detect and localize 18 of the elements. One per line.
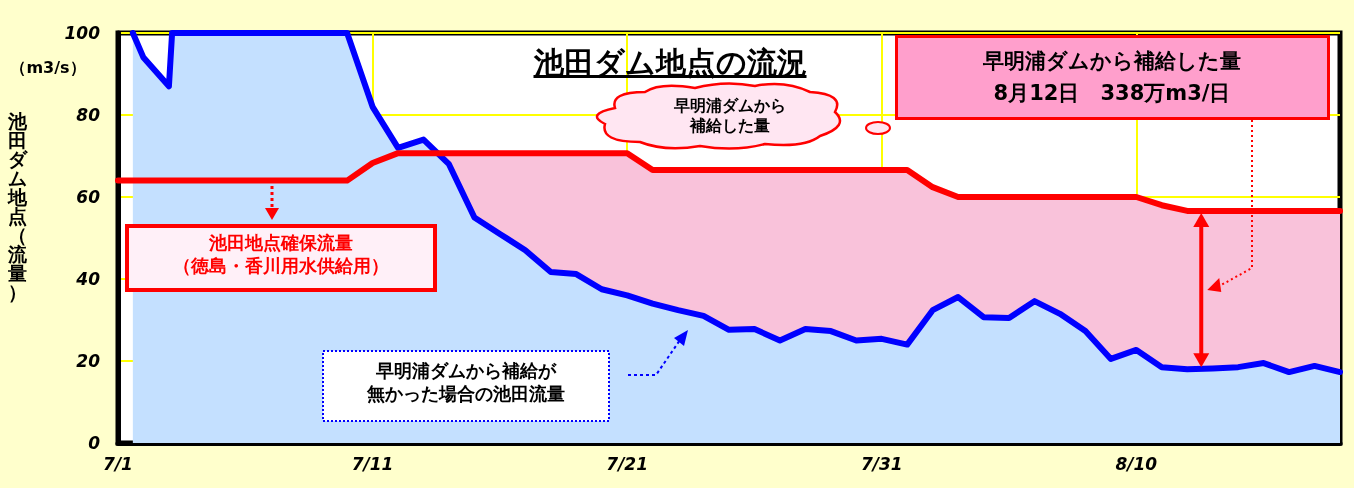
legend-label: 池田地点確保流量（徳島・香川用水供給用）	[172, 232, 390, 277]
y-tick-label: 100	[64, 23, 101, 43]
text: （m3/s）	[9, 58, 87, 78]
series-label: 早明浦ダムから補給が無かった場合の池田流量	[366, 360, 566, 405]
x-tick-label: 7/31	[860, 453, 903, 474]
y-tick-label: 40	[75, 269, 101, 289]
annotation: 8月12日 338万m3/日	[992, 80, 1232, 107]
x-tick-label: 8/10	[1115, 453, 1158, 474]
y-tick-label: 20	[76, 351, 101, 371]
y-tick-label: 60	[76, 187, 101, 207]
x-tick-label: 7/1	[103, 453, 133, 474]
x-tick-label: 7/11	[351, 453, 394, 474]
x-tick-label: 7/21	[606, 453, 649, 474]
y-tick-label: 0	[88, 433, 101, 453]
text: 池田ダム地点（流量）	[7, 110, 27, 303]
annotation: 早明浦ダムから補給した量	[673, 96, 787, 136]
y-tick-label: 80	[76, 105, 101, 125]
annotation: 早明浦ダムから補給した量	[982, 48, 1242, 75]
